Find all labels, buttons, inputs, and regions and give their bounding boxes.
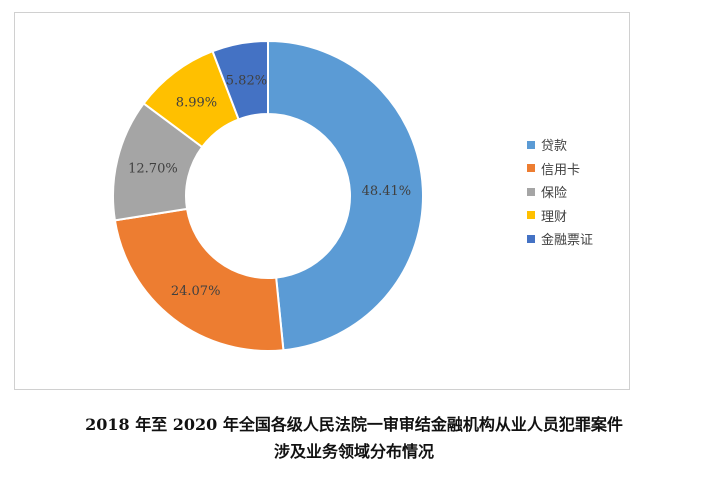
legend-item-3: 保险 <box>527 180 593 204</box>
legend-label: 金融票证 <box>541 233 594 249</box>
donut-slice-2 <box>113 207 285 352</box>
slice-value-label-3: 12.70% <box>128 162 178 177</box>
figure-caption-line-1: 2018 年至 2020 年全国各级人民法院一审审结金融机构从业人员犯罪案件 <box>85 415 623 434</box>
figure-caption-line-2: 涉及业务领域分布情况 <box>273 442 434 461</box>
legend-swatch <box>527 234 535 243</box>
legend-swatch <box>527 211 535 220</box>
slice-value-label-2: 24.07% <box>171 284 221 299</box>
donut-chart: 48.41% 24.07% 12.70% 8.99% 5.82% <box>112 39 424 352</box>
legend-item-5: 金融票证 <box>527 227 593 251</box>
legend-item-2: 信用卡 <box>527 157 593 181</box>
legend-swatch <box>527 187 535 196</box>
chart-legend: 贷款信用卡保险理财金融票证 <box>527 133 593 251</box>
slice-value-label-1: 48.41% <box>362 184 412 199</box>
legend-swatch <box>527 164 535 173</box>
donut-slice-1 <box>267 39 424 352</box>
legend-label: 保险 <box>541 186 568 202</box>
legend-label: 理财 <box>541 209 568 225</box>
legend-swatch <box>527 140 535 149</box>
legend-item-1: 贷款 <box>527 133 593 157</box>
slice-value-label-4: 8.99% <box>176 96 217 111</box>
legend-label: 贷款 <box>541 139 568 155</box>
slice-value-label-5: 5.82% <box>226 73 267 88</box>
legend-label: 信用卡 <box>541 162 581 178</box>
donut-slice-5 <box>211 39 269 121</box>
legend-item-4: 理财 <box>527 204 593 228</box>
